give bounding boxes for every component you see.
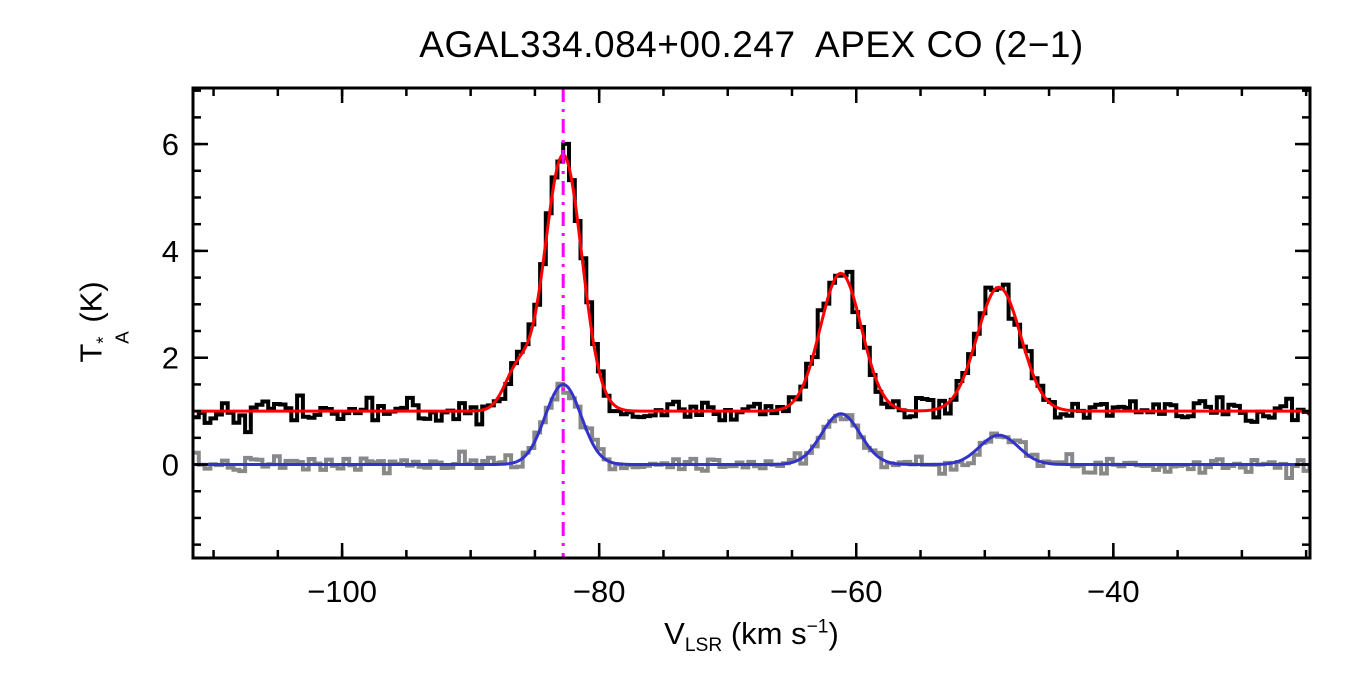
y-label-variable: T (73, 343, 109, 363)
y-tick-label: 4 (162, 234, 179, 269)
gaussian-fit-main (193, 153, 1310, 413)
x-tick-label: −60 (830, 574, 883, 609)
x-axis-label: VLSR (km s−1) (193, 616, 1310, 657)
x-label-exponent: −1 (806, 616, 829, 638)
y-tick-label: 2 (162, 341, 179, 376)
x-label-units: (km s (722, 616, 807, 651)
x-label-close: ) (828, 616, 839, 651)
y-label-units: (K) (73, 281, 109, 332)
gaussian-fit-secondary (193, 382, 1310, 466)
x-label-variable: V (664, 616, 685, 651)
axes: −100 −80 −60 −40 0 2 4 6 (162, 86, 1312, 609)
x-tick-label: −100 (307, 574, 377, 609)
x-tick-label: −40 (1087, 574, 1140, 609)
plot-frame (191, 86, 1312, 560)
y-tick-label: 0 (162, 448, 179, 483)
observed-spectrum (193, 141, 1310, 435)
y-tick-label: 6 (162, 127, 179, 162)
x-tick-label: −80 (573, 574, 626, 609)
plot-data-layer (193, 88, 1310, 558)
plot-title: AGAL334.084+00.247 APEX CO (2−1) (419, 24, 1084, 65)
x-label-subscript: LSR (684, 635, 723, 657)
y-axis-label: T * A (K) (74, 281, 133, 362)
y-label-subscript: A (111, 331, 133, 344)
y-label-scripts: * A (93, 331, 133, 344)
